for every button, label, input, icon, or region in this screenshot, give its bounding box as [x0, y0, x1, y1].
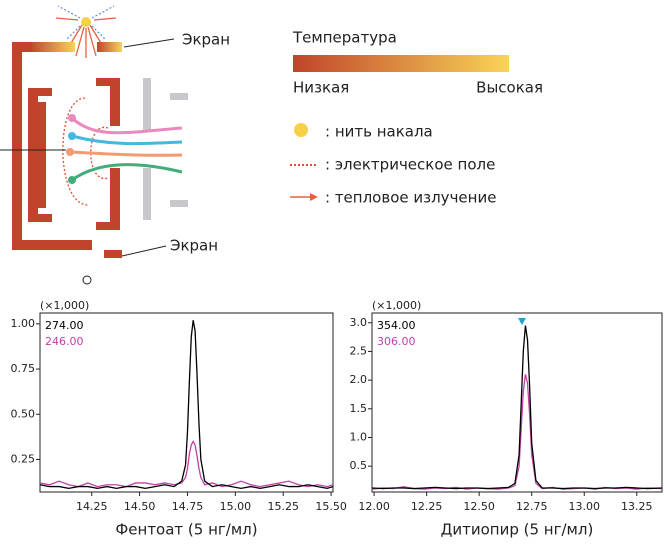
x-tick-label: 12.00 — [358, 500, 390, 513]
screen-label: Экран — [170, 237, 218, 255]
y-tick-label: 0.5 — [350, 459, 368, 472]
temperature-bar — [293, 55, 509, 72]
x-tick-label: 15.25 — [267, 500, 299, 513]
figure: Экран Экран Температура Низкая Высокая :… — [0, 0, 664, 542]
x-tick-label: 14.50 — [124, 500, 156, 513]
page: Экран Экран Температура Низкая Высокая :… — [0, 0, 664, 542]
legend-text: 306.00 — [377, 335, 416, 348]
y-tick-label: 0.75 — [11, 362, 36, 375]
y-tick-label: 1.0 — [350, 430, 368, 443]
y-tick-label: 2.0 — [350, 373, 368, 386]
legend-text: 354.00 — [377, 319, 416, 332]
y-tick-label: 2.5 — [350, 344, 368, 357]
temperature-low: Низкая — [293, 79, 349, 97]
legend-text: : нить накала — [325, 123, 433, 141]
y-tick-label: 0.25 — [11, 452, 36, 465]
legend-icon — [294, 123, 308, 137]
x-tick-label: 12.75 — [516, 500, 548, 513]
y-tick-label: 3.0 — [350, 316, 368, 329]
y-tick-label: 1.00 — [11, 317, 36, 330]
x-tick-label: 14.25 — [76, 500, 108, 513]
series-line — [40, 320, 333, 488]
series-line — [372, 326, 662, 489]
legend-text: : тепловое излучение — [325, 189, 496, 207]
annotation: (×1,000) — [372, 299, 421, 312]
x-tick-label: 15.50 — [315, 500, 347, 513]
temperature-title: Температура — [292, 29, 397, 47]
x-tick-label: 12.50 — [463, 500, 495, 513]
y-tick-label: 1.5 — [350, 402, 368, 415]
temperature-high: Высокая — [476, 79, 543, 97]
legend-text: : электрическое поле — [325, 156, 495, 174]
screen-label: Экран — [182, 31, 230, 49]
x-tick-label: 12.25 — [411, 500, 443, 513]
annotation: (×1,000) — [40, 299, 89, 312]
y-tick-label: 0.50 — [11, 407, 36, 420]
legend-text: 246.00 — [45, 335, 84, 348]
peak-marker — [518, 318, 526, 325]
ion-source — [0, 6, 188, 284]
x-tick-label: 13.00 — [568, 500, 600, 513]
x-tick-label: 14.75 — [172, 500, 204, 513]
x-axis-title: Дитиопир (5 нг/мл) — [441, 521, 594, 539]
x-tick-label: 13.25 — [621, 500, 653, 513]
legend-icon — [290, 193, 318, 201]
legend-text: 274.00 — [45, 319, 84, 332]
x-tick-label: 15.00 — [220, 500, 252, 513]
plot-frame — [40, 313, 333, 492]
x-axis-title: Фентоат (5 нг/мл) — [115, 521, 257, 539]
